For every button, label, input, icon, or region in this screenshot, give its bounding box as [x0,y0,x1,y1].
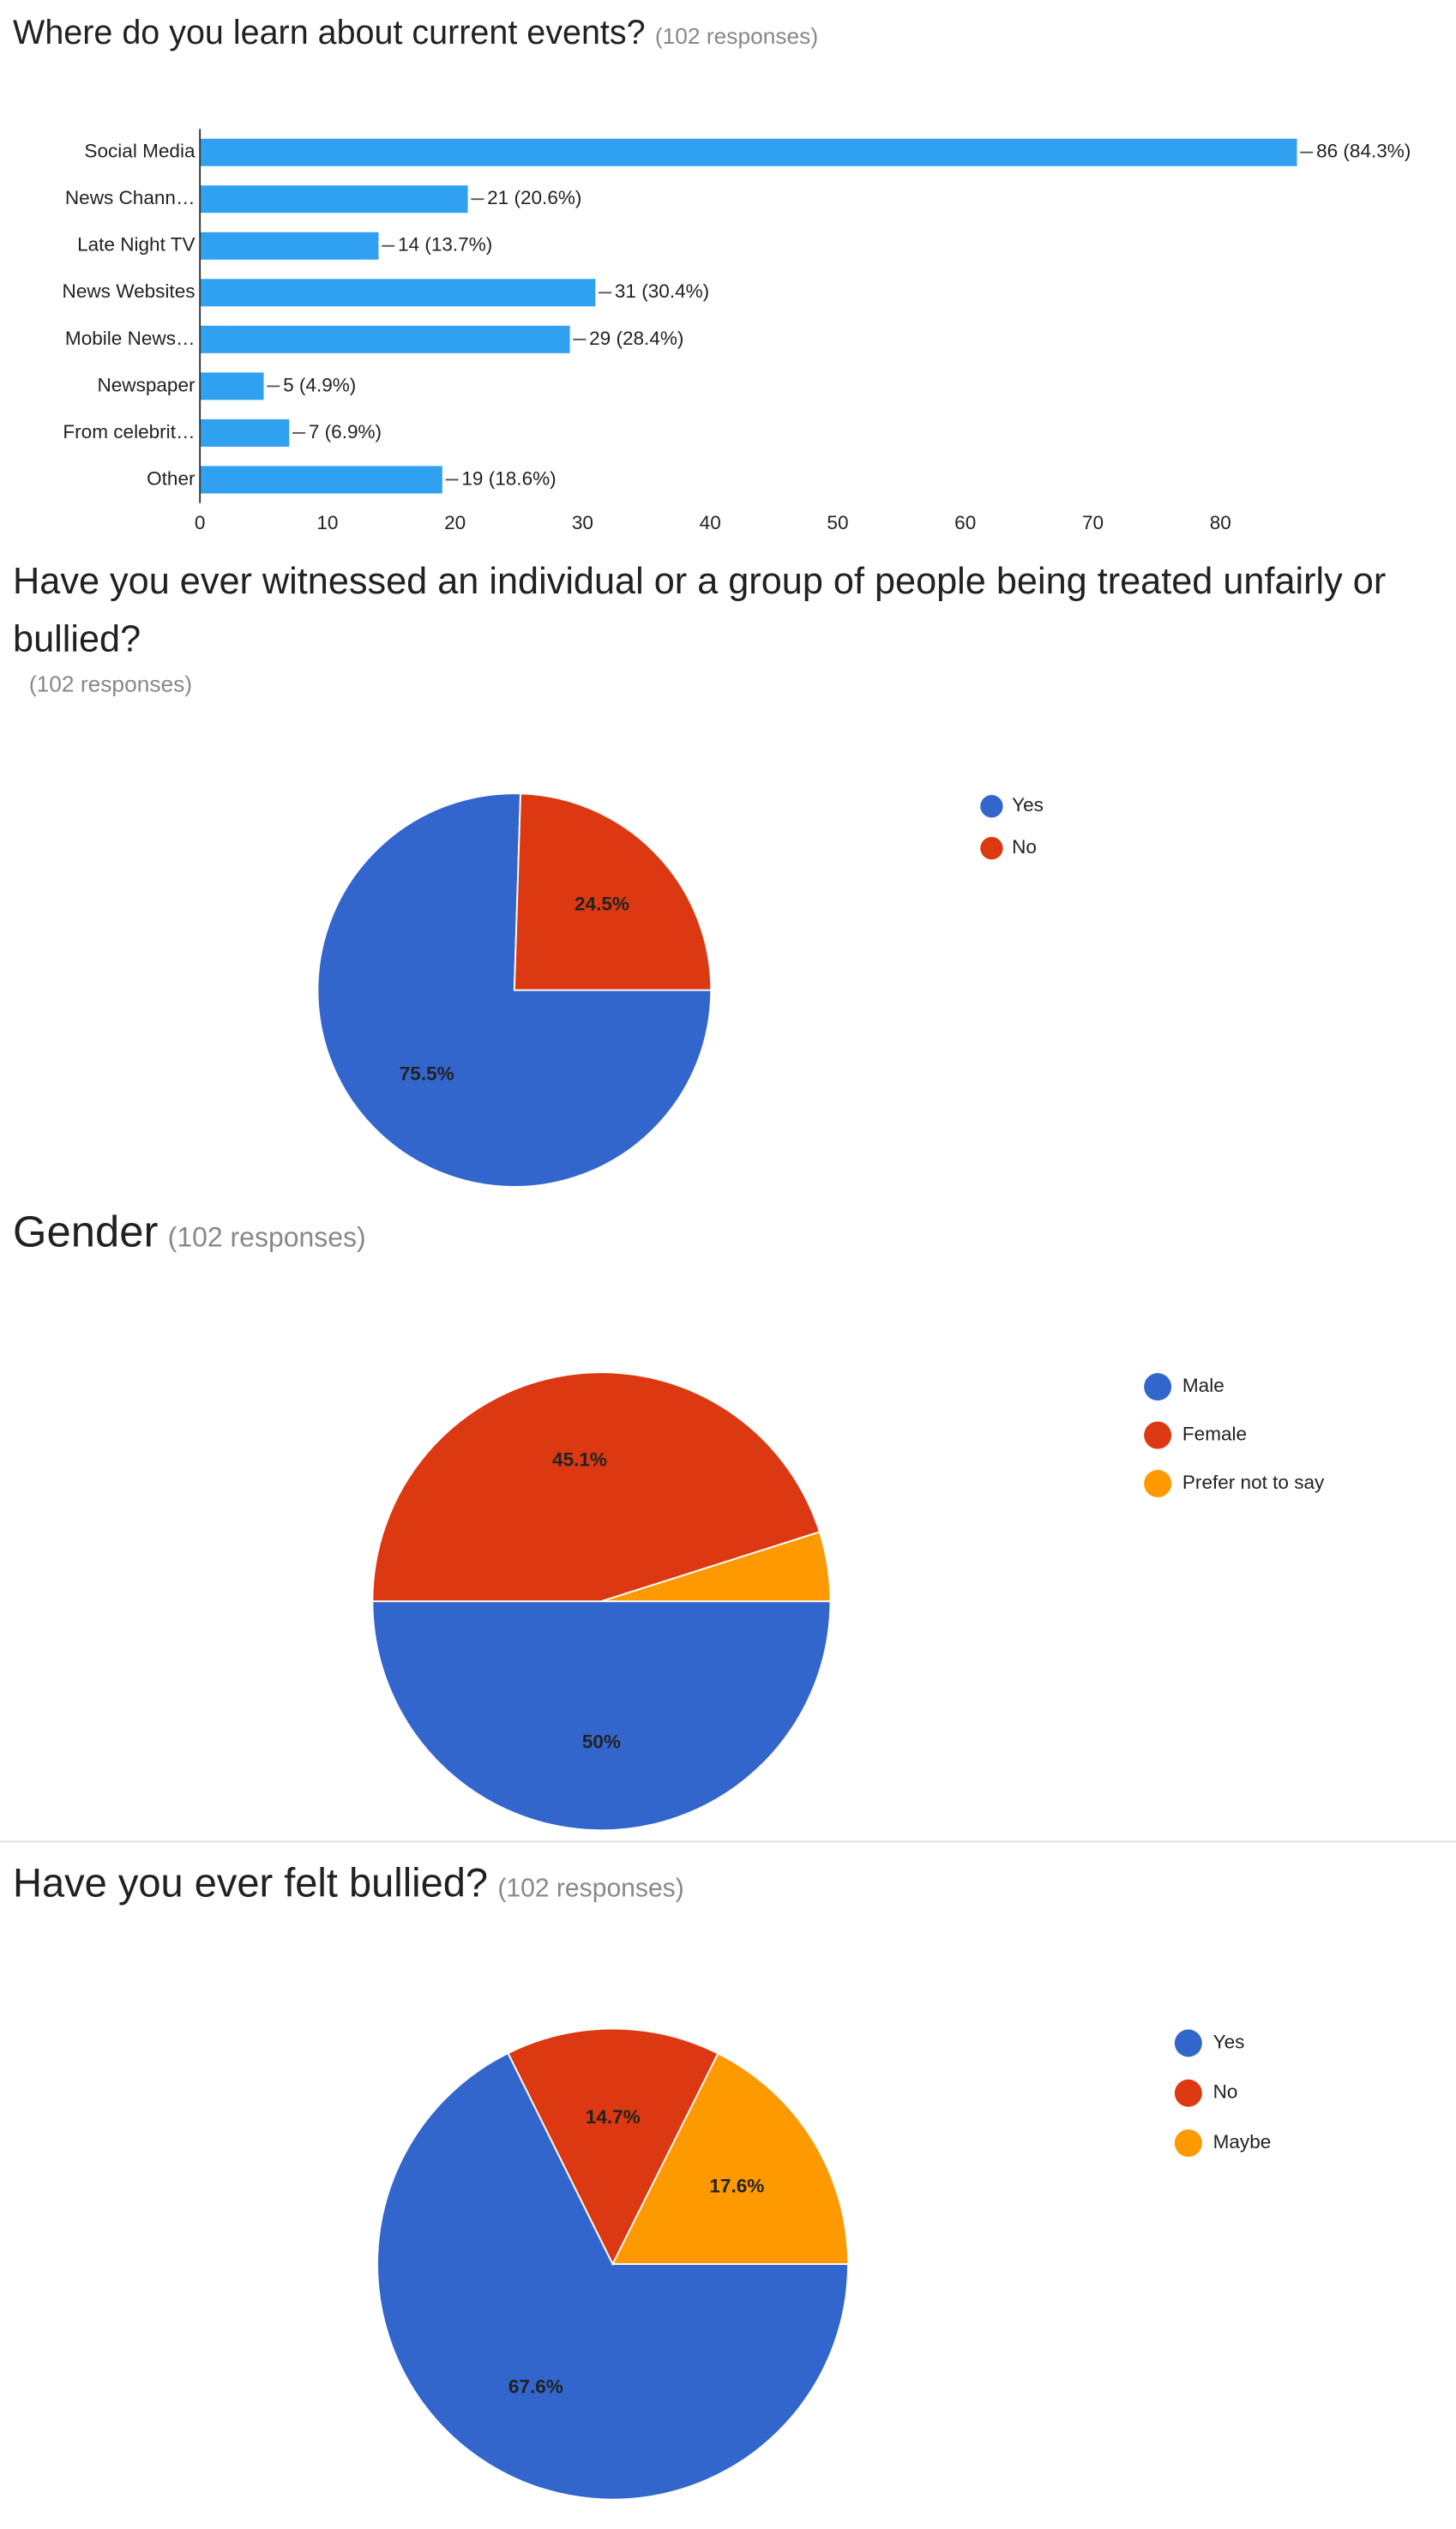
x-tick-label: 70 [1082,512,1104,533]
question: Where do you learn about current events?… [13,7,818,63]
legend-marker [1144,1421,1172,1449]
bar [200,466,442,494]
chart-subtitle: (102 responses) [654,22,819,49]
y-tick-label: Social Media [84,141,196,162]
pie-slice [376,2051,850,2501]
legend-label: No [1012,836,1037,858]
chart-subtitle: (102 responses) [167,1222,366,1254]
question: Have you ever felt bullied? (102 response… [13,1856,684,1917]
data-label: 50% [582,1731,621,1753]
legend-marker [1174,2079,1202,2107]
bar [200,138,1297,166]
legend-label: Yes [1012,794,1044,816]
x-tick-label: 10 [316,512,338,533]
legend-marker [1144,1469,1172,1497]
pie-slice [507,2027,719,2267]
data-label: 86 (84.3%) [1316,141,1411,162]
data-label: 45.1% [552,1449,607,1471]
data-label: 67.6% [508,2376,563,2398]
data-label: 29 (28.4%) [589,328,683,349]
legend-marker [980,795,1003,818]
data-label: 14.7% [586,2106,641,2128]
bar [200,232,379,260]
x-tick-label: 0 [195,512,206,533]
data-label: 75.5% [400,1063,454,1085]
y-tick-label: Mobile News… [65,328,196,349]
data-label: 24.5% [575,894,629,915]
legend-marker [980,836,1003,860]
x-tick-label: 30 [572,512,593,533]
y-tick-label: News Chann… [65,187,196,208]
pie-slice [601,1531,832,1603]
y-tick-label: Late Night TV [77,234,195,256]
data-label: 19 (18.6%) [461,467,556,489]
data-label: 31 (30.4%) [615,280,709,302]
y-tick-label: From celebrit… [63,421,195,443]
data-label: 5 (4.9%) [283,374,356,395]
x-tick-label: 40 [700,512,721,533]
x-tick-label: 80 [1210,512,1231,533]
legend-marker [1144,1373,1172,1401]
legend-label: Male [1182,1375,1224,1396]
bar [200,279,596,307]
pie-slice [371,1600,832,1832]
question: Have you ever witnessed an individual or… [13,551,1456,700]
legend-label: No [1213,2081,1238,2103]
legend-label: Yes [1213,2031,1245,2052]
data-label: 14 (13.7%) [398,234,492,256]
chart-title: Gender [13,1207,159,1256]
bar [200,372,264,400]
legend-label: Maybe [1213,2131,1272,2153]
data-label: 21 (20.6%) [487,187,581,208]
data-label: 17.6% [709,2176,764,2197]
pie-slice [371,1371,821,1603]
legend-marker [1174,2129,1202,2158]
pie-slice [611,2052,850,2266]
x-tick-label: 60 [954,512,976,533]
chart-subtitle: (102 responses) [497,1875,684,1903]
bar [200,185,468,214]
y-tick-label: News Websites [63,280,196,302]
question: Gender (102 responses) [13,1205,366,1266]
legend-marker [1174,2029,1202,2057]
pie-slice [513,792,713,991]
chart-title: Where do you learn about current events? [13,14,646,52]
x-tick-label: 20 [444,512,466,533]
data-label: 7 (6.9%) [309,421,382,443]
legend-label: Female [1182,1424,1247,1445]
y-tick-label: Other [147,467,196,489]
chart-title: Have you ever felt bullied? [13,1860,489,1906]
x-tick-label: 50 [827,512,848,533]
y-tick-label: Newspaper [97,374,196,395]
chart-title: Have you ever witnessed an individual or… [13,559,1387,660]
bar [200,325,570,353]
legend-label: Prefer not to say [1182,1472,1325,1493]
chart-subtitle: (102 responses) [28,671,193,697]
bar [200,418,290,447]
